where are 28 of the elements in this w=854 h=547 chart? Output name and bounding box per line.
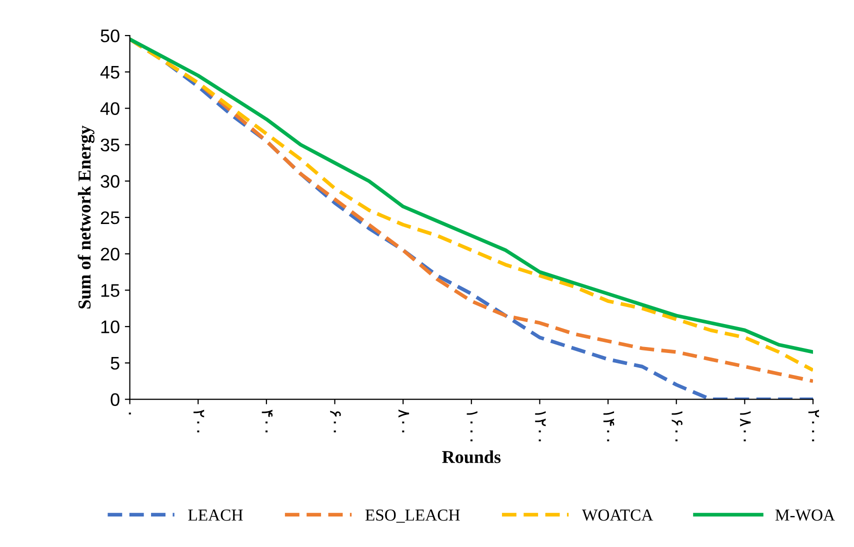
y-tick-label: 50 (100, 29, 120, 42)
x-tick-label: ۸۰۰ (398, 410, 410, 432)
y-tick-label: 30 (100, 174, 120, 188)
y-tick-label: 35 (100, 138, 120, 152)
y-tick-label: 15 (101, 284, 120, 297)
y-tick-label: 0 (110, 393, 120, 406)
x-tick-label: ۱۸۰۰ (740, 411, 751, 442)
legend-label: ESO_LEACH (365, 510, 460, 523)
legend-label: M-WOA (775, 510, 835, 521)
y-tick-label: 5 (110, 357, 120, 370)
x-tick-label: ۱۶۰۰ (672, 411, 682, 442)
legend-label: LEACH (188, 510, 243, 521)
legend-label: WOATCA (582, 510, 654, 521)
x-tick-label: ۲۰۰۰ (808, 410, 819, 442)
x-tick-label: ۱۰۰۰ (466, 411, 478, 442)
x-tick-label: ۴۰۰ (262, 410, 273, 432)
y-tick-label: 25 (100, 211, 120, 224)
y-tick-label: 20 (100, 248, 120, 261)
x-tick-label: ۲۰۰ (194, 410, 204, 432)
y-axis-title: Sum of network Energy (78, 126, 94, 308)
y-tick-label: 10 (101, 320, 120, 334)
x-tick-label: ۱۴۰۰ (603, 411, 614, 442)
y-tick-label: 40 (100, 102, 120, 116)
x-tick-label: ۶۰۰ (330, 410, 341, 432)
x-axis-title: Rounds (442, 450, 501, 464)
y-tick-label: 45 (100, 66, 120, 79)
x-tick-label: ۱۲۰۰ (535, 411, 546, 442)
x-tick-label: ۰ (128, 412, 131, 414)
